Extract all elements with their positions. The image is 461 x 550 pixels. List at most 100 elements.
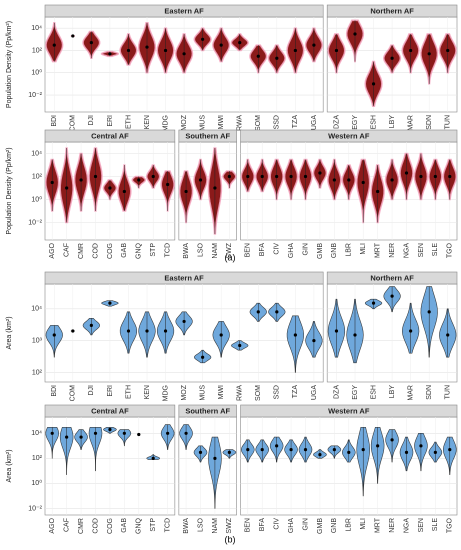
facet-title: Northern AF xyxy=(370,273,414,282)
x-tick-label: LSO xyxy=(197,242,204,257)
median-dot xyxy=(448,447,452,452)
x-tick-label: DJI xyxy=(88,385,95,396)
y-axis-label: Area (km²) xyxy=(6,316,13,349)
x-tick-label: GMB xyxy=(317,518,324,534)
median-dot xyxy=(376,189,380,194)
median-dot xyxy=(198,178,203,182)
x-tick-label: BWA xyxy=(183,243,190,259)
median-dot xyxy=(108,186,112,190)
median-dot xyxy=(347,450,351,454)
median-dot xyxy=(213,456,217,460)
median-dot xyxy=(182,319,186,324)
median-dot xyxy=(390,56,394,60)
median-dot xyxy=(289,447,293,452)
median-dot xyxy=(427,52,431,56)
x-tick-label: SDN xyxy=(426,385,433,400)
median-dot xyxy=(184,431,188,435)
median-dot xyxy=(334,48,339,53)
y-tick-label: 10⁴ xyxy=(31,150,42,157)
caption: (a) xyxy=(225,252,236,262)
median-dot xyxy=(332,178,336,182)
x-tick-label: CMR xyxy=(78,243,85,259)
median-dot xyxy=(318,452,322,457)
x-tick-label: CAF xyxy=(63,518,70,532)
x-tick-label: KEN xyxy=(144,385,151,399)
y-tick-label: 10⁻² xyxy=(28,219,42,226)
median-dot xyxy=(219,43,223,47)
x-tick-label: GNQ xyxy=(136,242,143,259)
median-dot xyxy=(376,444,380,448)
median-dot xyxy=(312,43,316,47)
x-tick-label: BEN xyxy=(245,243,252,257)
x-tick-label: MAR xyxy=(407,115,414,131)
y-tick-label: 10⁴ xyxy=(31,25,42,32)
median-dot xyxy=(353,32,357,36)
x-tick-label: MWI xyxy=(218,115,225,129)
facet-title: Southern AF xyxy=(185,406,230,415)
x-tick-label: LBY xyxy=(389,115,396,129)
x-tick-label: RWA xyxy=(237,385,244,401)
median-dot xyxy=(166,182,170,187)
x-tick-label: COM xyxy=(70,385,77,402)
x-tick-label: MUS xyxy=(199,385,206,401)
median-dot xyxy=(79,435,83,439)
facet-title: Northern AF xyxy=(370,6,414,15)
x-tick-label: MLI xyxy=(360,243,367,255)
y-tick-label: 10⁰ xyxy=(31,195,42,203)
x-tick-label: SLE xyxy=(432,518,439,532)
y-tick-label: 10⁰ xyxy=(31,69,42,77)
x-tick-label: EGY xyxy=(352,385,359,400)
x-tick-label: EGY xyxy=(352,115,359,130)
median-dot xyxy=(108,301,112,305)
y-tick-label: 10² xyxy=(32,173,43,180)
median-dot xyxy=(126,329,131,333)
x-tick-label: BEN xyxy=(245,518,252,532)
median-dot xyxy=(371,82,376,86)
x-tick-label: SOM xyxy=(255,115,262,131)
median-dot xyxy=(145,329,149,333)
median-dot xyxy=(163,48,168,53)
median-dot xyxy=(433,450,437,454)
x-tick-label: NAM xyxy=(212,243,219,259)
x-tick-label: NER xyxy=(389,518,396,533)
median-dot xyxy=(427,310,431,314)
median-dot xyxy=(275,56,279,60)
median-dot xyxy=(122,431,126,435)
x-tick-label: BDI xyxy=(51,385,58,397)
y-tick-label: 10³ xyxy=(32,337,43,344)
x-tick-label: GNB xyxy=(331,243,338,259)
x-tick-label: LBY xyxy=(389,385,396,399)
median-dot xyxy=(404,171,409,175)
facet-title: Western AF xyxy=(328,131,370,140)
median-dot xyxy=(52,333,56,337)
median-dot xyxy=(219,333,223,337)
median-dot xyxy=(256,54,260,58)
x-tick-label: CIV xyxy=(273,243,280,255)
median-dot xyxy=(227,174,231,179)
median-dot xyxy=(419,174,423,179)
median-dot xyxy=(246,447,250,452)
median-dot xyxy=(137,178,141,182)
x-tick-label: RWA xyxy=(237,115,244,131)
x-tick-label: MUS xyxy=(199,115,206,131)
median-dot xyxy=(238,343,242,348)
x-tick-label: GAB xyxy=(121,518,128,533)
median-dot xyxy=(390,294,394,298)
x-tick-label: LSO xyxy=(197,517,204,532)
x-tick-label: GAB xyxy=(121,243,128,258)
x-tick-label: GHA xyxy=(288,243,295,259)
x-tick-label: TZA xyxy=(292,385,299,399)
y-tick-label: 10⁴ xyxy=(31,430,42,437)
x-tick-label: NAM xyxy=(212,518,219,534)
x-tick-label: MWI xyxy=(218,385,225,399)
x-tick-label: NER xyxy=(389,243,396,258)
x-tick-label: BFA xyxy=(259,243,266,257)
x-tick-label: COG xyxy=(107,518,114,534)
y-tick-label: 10⁻² xyxy=(28,92,42,99)
x-tick-label: SWZ xyxy=(226,242,233,258)
median-dot xyxy=(213,186,217,190)
facet-title: Central AF xyxy=(91,131,129,140)
x-tick-label: LBR xyxy=(346,518,353,532)
x-tick-label: MRT xyxy=(374,242,381,258)
x-tick-label: STP xyxy=(150,518,157,532)
